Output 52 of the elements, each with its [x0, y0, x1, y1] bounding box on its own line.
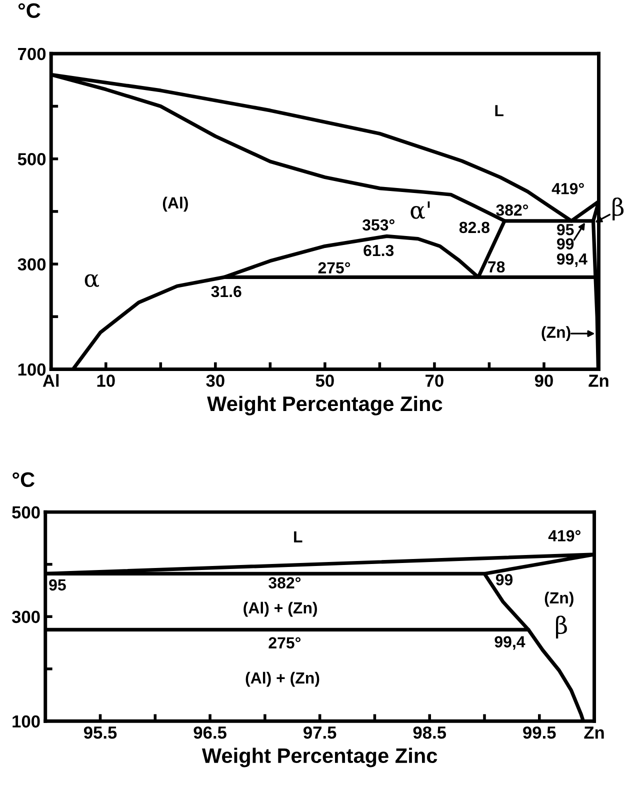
x-tick-label: 99.5	[523, 726, 556, 739]
annotation: 419°	[548, 530, 580, 542]
annotation: (Al)	[162, 196, 188, 212]
x-tick-label: Zn	[588, 374, 608, 387]
annotation: 99	[496, 574, 513, 586]
annotation: 95	[49, 579, 66, 591]
y-tick-label: 300	[12, 610, 40, 624]
annotation: 419°	[552, 182, 584, 194]
x-tick-label: 97.5	[304, 726, 336, 739]
y-tick-label: 700	[18, 48, 46, 60]
annotation: 275°	[268, 637, 301, 648]
x-tick-label: 70	[426, 374, 444, 387]
x-tick-label: 96.5	[194, 726, 226, 739]
annotation: 78	[488, 261, 505, 273]
annotation: 275°	[318, 262, 350, 274]
annotation: 353°	[362, 219, 394, 231]
y-axis-title: °C	[12, 472, 35, 488]
x-axis-title: Weight Percentage Zinc	[202, 748, 438, 768]
annotation: 61.3	[364, 244, 394, 256]
annotation: α	[84, 274, 99, 288]
y-tick-label: 100	[18, 363, 46, 376]
annotation: β	[556, 616, 567, 639]
y-tick-label: 500	[12, 506, 40, 519]
annotation: 99	[557, 238, 574, 250]
annotation: 99,4	[494, 636, 526, 650]
x-axis-title: Weight Percentage Zinc	[207, 396, 442, 416]
y-tick-label: 500	[18, 153, 46, 166]
x-tick-label: 98.5	[413, 726, 446, 739]
x-tick-label: 10	[97, 374, 115, 387]
annotation: 382°	[496, 204, 528, 216]
y-tick-label: 300	[18, 258, 46, 271]
annotation: L	[495, 105, 504, 116]
annotation: 31.6	[211, 286, 242, 298]
x-tick-label: Al	[42, 374, 59, 387]
annotation: (Al) + (Zn)	[244, 602, 317, 617]
y-tick-label: 100	[12, 715, 40, 728]
annotation: 82.8	[459, 222, 490, 234]
annotation: 99,4	[556, 253, 588, 267]
y-axis-title: °C	[18, 3, 40, 18]
x-tick-label: 95.5	[84, 726, 117, 739]
annotation: α'	[410, 201, 430, 219]
x-tick-label: 90	[534, 374, 553, 387]
annotation: (Zn)	[542, 326, 570, 342]
text: β	[612, 197, 624, 220]
x-tick-label: 30	[206, 374, 224, 387]
x-tick-label: 50	[316, 374, 334, 387]
annotation: (Zn)	[544, 592, 574, 607]
annotation: 382°	[268, 577, 301, 589]
x-tick-label: Zn	[584, 726, 604, 739]
annotation: (Al) + (Zn)	[246, 672, 320, 687]
annotation: L	[294, 531, 302, 542]
annotation: 95	[557, 224, 574, 236]
